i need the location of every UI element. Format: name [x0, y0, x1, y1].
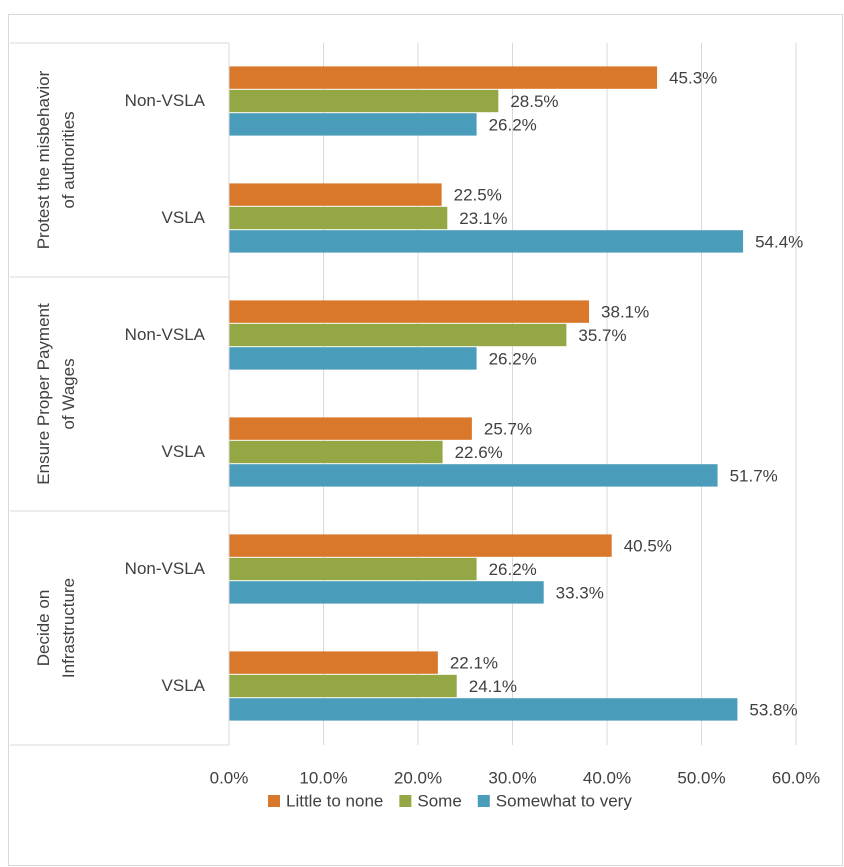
data-label: 45.3% [669, 69, 717, 88]
bar [229, 206, 448, 230]
data-label: 24.1% [469, 677, 517, 696]
bar [229, 183, 442, 206]
bar [229, 534, 612, 557]
bar [229, 581, 544, 604]
bar [229, 323, 567, 347]
data-label: 22.1% [450, 654, 498, 673]
legend-swatch [399, 795, 412, 807]
category-label: VSLA [162, 442, 206, 461]
bar [229, 417, 472, 440]
bar [229, 698, 738, 721]
legend-swatch [268, 795, 280, 807]
legend-label: Some [417, 791, 461, 810]
category-label: Non-VSLA [125, 91, 206, 110]
data-label: 26.2% [489, 560, 537, 579]
x-tick-label: 60.0% [772, 768, 820, 787]
bar [229, 113, 477, 136]
group-label: of Wages [59, 358, 78, 429]
bar [229, 464, 718, 487]
legend-label: Somewhat to very [496, 791, 633, 810]
bar [229, 300, 590, 323]
x-tick-label: 10.0% [299, 768, 347, 787]
category-label: VSLA [162, 208, 206, 227]
data-label: 38.1% [601, 303, 649, 322]
data-label: 22.6% [455, 443, 503, 462]
bar [229, 651, 438, 674]
bar [229, 440, 443, 464]
data-label: 28.5% [510, 92, 558, 111]
bar [229, 557, 477, 581]
group-label: of authorities [59, 111, 78, 208]
x-tick-label: 0.0% [210, 768, 249, 787]
data-label: 33.3% [556, 583, 604, 602]
bar [229, 230, 744, 253]
legend-swatch [477, 795, 490, 807]
x-tick-label: 50.0% [677, 768, 725, 787]
category-label: Non-VSLA [125, 325, 206, 344]
bar [229, 674, 457, 698]
group-label: Infrastructure [59, 578, 78, 678]
bar [229, 66, 658, 89]
x-tick-label: 20.0% [394, 768, 442, 787]
data-label: 53.8% [749, 700, 797, 719]
group-label: Ensure Proper Payment [34, 303, 53, 485]
category-label: VSLA [162, 676, 206, 695]
data-label: 40.5% [624, 537, 672, 556]
group-label: Decide on [34, 590, 53, 667]
x-tick-label: 30.0% [488, 768, 536, 787]
data-label: 26.2% [489, 349, 537, 368]
data-label: 51.7% [730, 466, 778, 485]
bar [229, 89, 499, 113]
bar [229, 347, 477, 370]
data-label: 35.7% [578, 326, 626, 345]
chart-frame [8, 14, 843, 866]
data-label: 23.1% [459, 209, 507, 228]
data-label: 22.5% [454, 186, 502, 205]
data-label: 25.7% [484, 420, 532, 439]
category-label: Non-VSLA [125, 559, 206, 578]
group-label: Protest the misbehavior [34, 70, 53, 249]
data-label: 26.2% [489, 115, 537, 134]
legend-label: Little to none [286, 791, 383, 810]
data-label: 54.4% [755, 232, 803, 251]
x-tick-label: 40.0% [583, 768, 631, 787]
